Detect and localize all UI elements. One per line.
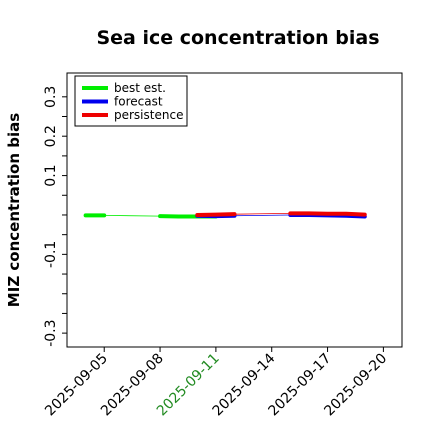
series-line xyxy=(288,211,367,217)
y-tick-label: -0.1 xyxy=(43,241,59,268)
series-line xyxy=(195,212,237,217)
y-tick-label: 0.2 xyxy=(43,125,59,147)
legend-label: best est. xyxy=(114,81,166,95)
plot-frame xyxy=(66,72,403,348)
series-connector xyxy=(104,214,161,217)
legend-label: forecast xyxy=(114,95,163,109)
y-tick-label: 0.1 xyxy=(43,164,59,186)
y-axis-label: MIZ concentration bias xyxy=(5,113,23,307)
y-axis: 0.3 0.2 0.1 -0.1 -0.3 xyxy=(43,86,67,347)
series-layer xyxy=(83,211,367,219)
series-connector xyxy=(234,214,291,217)
legend-label: persistence xyxy=(114,108,183,122)
y-tick-label: -0.3 xyxy=(43,319,59,346)
y-tick-label: 0.3 xyxy=(43,86,59,108)
series-connector xyxy=(234,212,291,215)
chart-title: Sea ice concentration bias xyxy=(96,27,379,49)
x-axis: 2025-09-052025-09-082025-09-112025-09-14… xyxy=(42,347,390,419)
